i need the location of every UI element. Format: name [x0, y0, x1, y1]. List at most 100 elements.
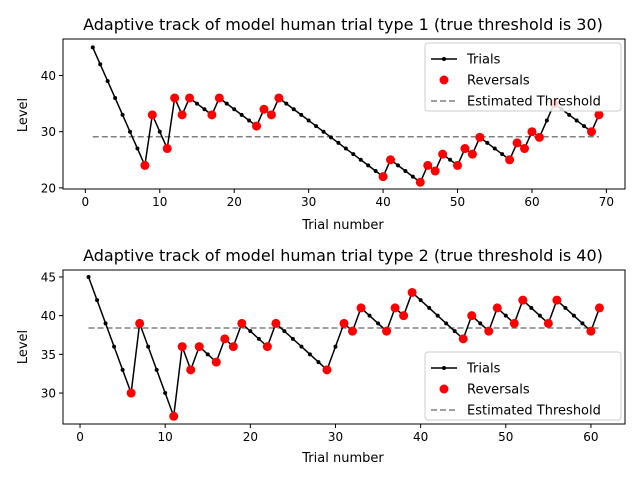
reversal-point	[356, 303, 366, 313]
reversal-point	[322, 365, 332, 375]
x-tick-label: 30	[328, 430, 343, 444]
reversal-point	[271, 318, 281, 328]
y-tick-label: 40	[41, 69, 56, 83]
trial-point	[333, 344, 338, 349]
x-tick-label: 40	[413, 430, 428, 444]
legend-label: Reversals	[467, 383, 530, 398]
reversal-point	[207, 110, 217, 120]
y-tick-label: 45	[41, 270, 56, 284]
trial-point	[127, 129, 132, 134]
reversal-point	[186, 365, 196, 375]
trial-point	[343, 146, 348, 151]
reversal-point	[386, 155, 396, 165]
trial-point	[163, 391, 168, 396]
reversal-point	[586, 326, 596, 336]
chart-title: Adaptive track of model human trial type…	[83, 246, 603, 265]
reversal-point	[492, 303, 502, 313]
trial-point	[314, 124, 319, 129]
chart-title: Adaptive track of model human trial type…	[83, 15, 603, 34]
reversal-point	[390, 303, 400, 313]
trial-point	[307, 352, 312, 357]
reversal-point	[140, 160, 150, 170]
trial-point	[563, 305, 568, 310]
trial-point	[299, 112, 304, 117]
trial-point	[135, 146, 140, 151]
trial-point	[351, 152, 356, 157]
trial-point	[358, 157, 363, 162]
x-tick-label: 60	[583, 430, 598, 444]
trial-point	[574, 118, 579, 123]
trial-point	[500, 152, 505, 157]
trial-point	[239, 112, 244, 117]
reversal-point	[527, 127, 537, 137]
x-axis-label: Trial number	[301, 451, 384, 466]
plot-area: 0 10 20 30 40 50 60 70 20 30 40 Trials Reversals Esti…	[41, 38, 626, 209]
chart-panel-1: Adaptive track of model human trial type…	[16, 15, 626, 233]
legend-box	[424, 42, 622, 112]
reversal-point	[407, 287, 417, 297]
x-tick-label: 30	[301, 195, 316, 209]
trial-point	[485, 140, 490, 145]
trial-point	[256, 336, 261, 341]
x-tick-label: 60	[524, 195, 539, 209]
trial-point	[571, 313, 576, 318]
reversal-point	[126, 388, 136, 398]
trial-point	[194, 101, 199, 106]
reversal-point	[505, 155, 515, 165]
trial-point	[373, 169, 378, 174]
trial-point	[113, 95, 118, 100]
trial-point	[205, 352, 210, 357]
x-axis-label: Trial number	[301, 218, 384, 233]
trial-point	[492, 146, 497, 151]
reversal-point	[543, 318, 553, 328]
trial-point	[86, 274, 91, 279]
legend-label: Estimated Threshold	[467, 404, 601, 419]
trial-point	[120, 112, 125, 117]
trial-point	[478, 321, 483, 326]
trial-point	[418, 298, 423, 303]
y-tick-label: 20	[41, 181, 56, 195]
reversal-point	[509, 318, 519, 328]
trial-point	[410, 174, 415, 179]
reversal-point	[194, 342, 204, 352]
trial-point	[367, 313, 372, 318]
legend-box	[424, 351, 622, 421]
reversal-point	[458, 334, 468, 344]
legend-reversals-marker	[439, 384, 449, 394]
y-tick-label: 40	[41, 309, 56, 323]
reversal-point	[135, 318, 145, 328]
y-tick-label: 35	[41, 348, 56, 362]
legend-reversals-marker	[439, 75, 449, 85]
x-tick-label: 20	[227, 195, 242, 209]
reversal-point	[587, 127, 597, 137]
axes-frame	[62, 38, 626, 190]
reversal-point	[378, 172, 388, 182]
axes-frame	[62, 269, 626, 425]
y-tick-label: 30	[41, 387, 56, 401]
y-axis-label: Level	[16, 98, 31, 132]
trial-point	[316, 360, 321, 365]
reversal-point	[594, 110, 604, 120]
trial-point	[336, 140, 341, 145]
trial-point	[154, 367, 159, 372]
trial-point	[321, 129, 326, 134]
trial-point	[284, 101, 289, 106]
reversal-point	[274, 93, 284, 103]
trial-point	[376, 321, 381, 326]
trial-point	[248, 329, 253, 334]
reversal-point	[162, 144, 172, 154]
x-tick-label: 20	[243, 430, 258, 444]
trial-point	[95, 298, 100, 303]
reversal-point	[211, 357, 221, 367]
trial-point	[580, 321, 585, 326]
reversal-point	[484, 326, 494, 336]
reversal-point	[382, 326, 392, 336]
x-tick-label: 0	[76, 430, 84, 444]
x-tick-label: 0	[82, 195, 90, 209]
trial-point	[291, 107, 296, 112]
x-tick-label: 50	[498, 430, 513, 444]
reversal-point	[475, 132, 485, 142]
reversal-point	[453, 160, 463, 170]
chart-panel-2: Adaptive track of model human trial type…	[16, 246, 626, 466]
